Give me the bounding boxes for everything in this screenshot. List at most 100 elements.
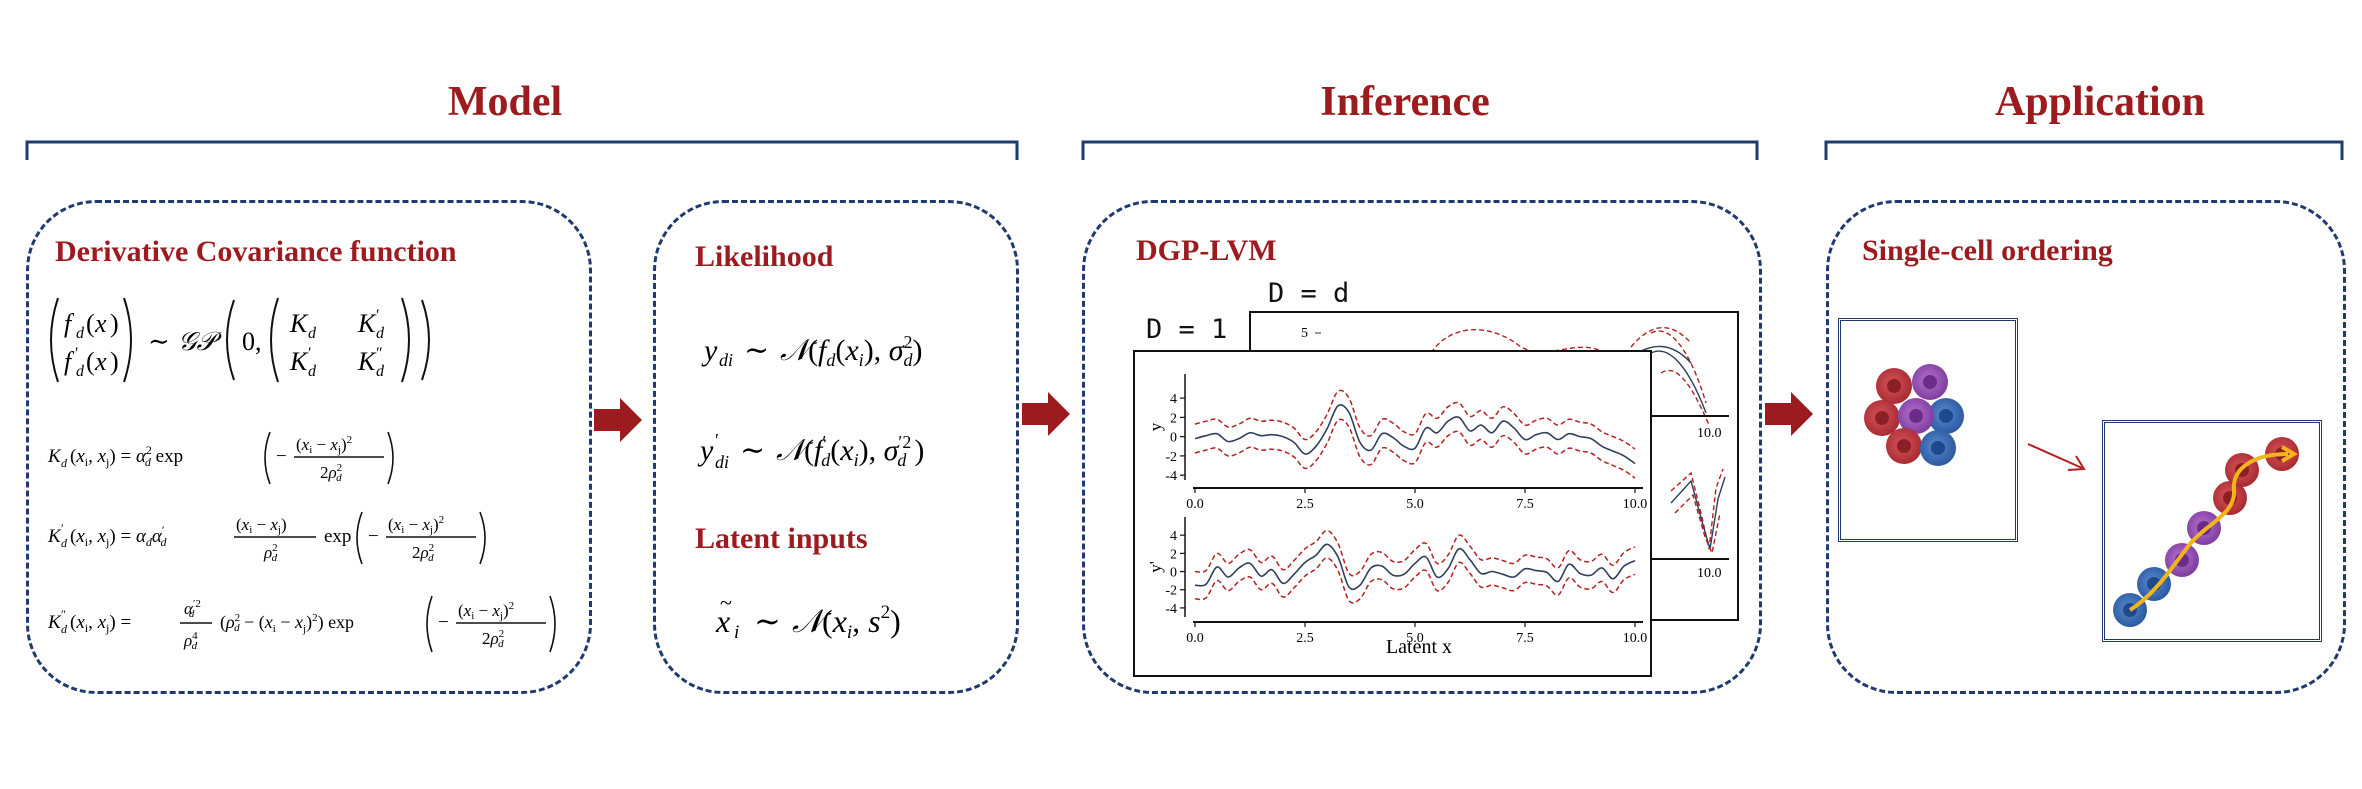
svg-text:−: − <box>368 526 379 547</box>
likelihood-box <box>653 200 1019 694</box>
y-tick-label: 0 <box>1170 566 1177 581</box>
svg-text:′: ′ <box>75 345 79 362</box>
y-tick-label: -2 <box>1165 584 1177 599</box>
svg-text:d: d <box>308 325 317 342</box>
svg-text:∼: ∼ <box>148 327 170 356</box>
svg-text:d: d <box>61 622 68 636</box>
svg-text:∼: ∼ <box>744 334 769 367</box>
x-tick-label: 0.0 <box>1186 497 1204 512</box>
svg-text:f: f <box>64 347 75 376</box>
y-tick-label: -2 <box>1165 450 1177 465</box>
latent-inputs-title: Latent inputs <box>695 522 868 555</box>
kernel-k-equation: K d (xi, xj) = α2 d exp − (xi − xj)2 2ρ2 d <box>47 431 394 485</box>
x-tick-label: 10.0 <box>1623 631 1648 646</box>
svg-text:d: d <box>376 363 385 380</box>
svg-text:(xi − xj)2: (xi − xj)2 <box>296 434 352 456</box>
cells-ordered-frame <box>2102 420 2322 642</box>
x-tick-label: 7.5 <box>1516 497 1534 512</box>
svg-text:𝒢𝒫: 𝒢𝒫 <box>178 327 223 356</box>
svg-text:ρ4d: ρ4 d <box>183 630 198 652</box>
svg-text:(: ( <box>86 309 95 338</box>
label-dim-d: D = d <box>1268 278 1350 309</box>
svg-text:x: x <box>94 347 107 376</box>
kernel-k2-equation: K ″ d (xi, xj) = α′2 d ρ4 d (ρ2 d − (xi − x… <box>47 595 556 653</box>
svg-text:α′2d: α′2 d <box>184 598 201 620</box>
svg-text:K: K <box>357 309 377 338</box>
section-title-application: Application <box>1994 79 2206 125</box>
upper-band-line <box>1194 389 1636 450</box>
svg-text:): ) <box>110 309 119 338</box>
cells-ordered-icon <box>2113 437 2299 627</box>
y-tick-label: 0 <box>1170 431 1177 446</box>
x-tick-label: 5.0 <box>1406 631 1424 646</box>
gp-chart: 4 2 0 -2 -4 y 0.0 2.5 5.0 7.5 10.0 4 2 0 -2 -4 y' 0.0 2.5… <box>1146 374 1647 658</box>
svg-text:K: K <box>47 612 62 633</box>
svg-text:K: K <box>289 347 309 376</box>
likelihood-eq2: y ′ di ∼ 𝒩 (f′ d(xi), σ′2 d) <box>697 430 924 472</box>
svg-text:′: ′ <box>61 521 64 535</box>
svg-text:d: d <box>308 363 317 380</box>
plot-back-content: 5 10.0 10.0 <box>1301 326 1729 581</box>
back-tick-10: 10.0 <box>1697 426 1722 441</box>
svg-text:d: d <box>61 456 68 470</box>
y-tick-label: 2 <box>1170 411 1177 426</box>
svg-text:(xi, xj) = αdα′d: (xi, xj) = αdα′ d <box>70 523 168 549</box>
svg-text:K: K <box>289 309 309 338</box>
single-cell-title: Single-cell ordering <box>1862 234 2113 267</box>
section-title-inference: Inference <box>1320 79 1490 125</box>
thin-arrow-icon <box>2027 443 2086 471</box>
svg-text:x: x <box>94 309 107 338</box>
model-covariance-box <box>26 200 592 694</box>
svg-text:d: d <box>61 536 68 550</box>
svg-text:−: − <box>276 446 287 467</box>
svg-text:): ) <box>110 347 119 376</box>
svg-text:(: ( <box>86 347 95 376</box>
section-brackets <box>25 140 2344 160</box>
inference-box <box>1082 200 1762 694</box>
kernel-k1-equation: K ′ d (xi, xj) = αdα′ d (xi − xj) ρ2 d exp… <box>47 511 486 565</box>
bracket-model <box>25 140 1019 160</box>
cells-cluster-frame <box>1838 318 2018 542</box>
trajectory-path <box>2128 452 2289 612</box>
application-box <box>1826 200 2346 694</box>
x-tick-label: 0.0 <box>1186 631 1204 646</box>
svg-text:i: i <box>734 622 739 643</box>
svg-text:~: ~ <box>720 590 732 615</box>
svg-text:′: ′ <box>308 345 312 362</box>
svg-text:d: d <box>376 325 385 342</box>
mean-line <box>1194 404 1636 465</box>
svg-text:x: x <box>715 603 730 639</box>
x-tick-label: 5.0 <box>1406 497 1424 512</box>
svg-text:di: di <box>719 350 733 370</box>
x-tick-label: 2.5 <box>1296 631 1314 646</box>
svg-text:d: d <box>76 325 85 342</box>
y-axis-label: y <box>1146 422 1165 431</box>
svg-text:di: di <box>715 452 729 472</box>
x-tick-label: 7.5 <box>1516 631 1534 646</box>
svg-text:0,: 0, <box>242 327 262 356</box>
svg-text:K: K <box>47 526 62 547</box>
panel-yprime: 4 2 0 -2 -4 y' 0.0 2.5 5.0 7.5 10.0 <box>1146 517 1647 646</box>
gp-prior-equation: f d ( x ) f ′ d ( x ) ∼ 𝒢𝒫 0, K d K ′ d … <box>50 297 430 383</box>
svg-text:(fd(xi), σ2d): (fd(xi), σ2 d) <box>808 332 922 370</box>
svg-text:y: y <box>697 434 714 467</box>
svg-text:d: d <box>76 363 85 380</box>
arrow-right-icon <box>594 398 642 442</box>
back-tick-10b: 10.0 <box>1697 566 1722 581</box>
y-axis-label: y' <box>1146 561 1165 573</box>
arrow-right-icon <box>1022 392 1070 436</box>
bracket-inference <box>1081 140 1759 160</box>
y-tick-label: 4 <box>1170 529 1177 544</box>
svg-text:(f′d(xi), σ′2d): (f′ d(xi), σ′2 d) <box>804 432 924 470</box>
svg-text:′: ′ <box>715 430 719 450</box>
svg-text:′: ′ <box>376 307 380 324</box>
panel-y: 4 2 0 -2 -4 y 0.0 2.5 5.0 7.5 10.0 <box>1146 374 1647 512</box>
section-title-model: Model <box>447 79 563 125</box>
x-tick-label: 10.0 <box>1623 497 1648 512</box>
svg-text:″: ″ <box>376 345 383 362</box>
arrow-right-icon <box>1765 392 1813 436</box>
svg-text:(xi, s2): (xi, s2) <box>822 602 901 643</box>
y-tick-label: -4 <box>1165 602 1177 617</box>
